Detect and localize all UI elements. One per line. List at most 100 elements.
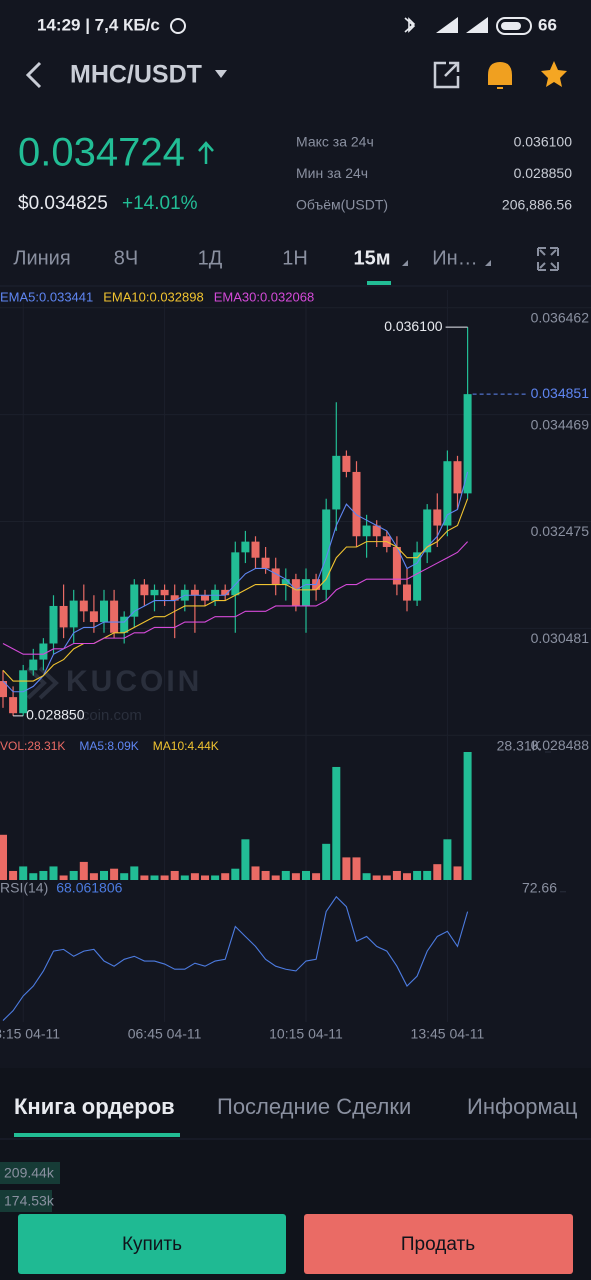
candle-body bbox=[150, 589, 159, 596]
sell-button-label[interactable]: Продать bbox=[401, 1234, 475, 1255]
candle-body bbox=[392, 546, 401, 585]
volume-bar bbox=[382, 875, 391, 880]
candle-body bbox=[403, 584, 411, 601]
ema-legend: EMA30:0.032068 bbox=[214, 289, 314, 304]
active-tab-indicator bbox=[367, 281, 391, 285]
fullscreen-icon[interactable] bbox=[537, 247, 559, 271]
volume-bar bbox=[342, 857, 351, 880]
volume-bar bbox=[372, 875, 381, 880]
order-book-level: 174.53k bbox=[4, 1193, 55, 1209]
sell-button[interactable] bbox=[304, 1214, 573, 1274]
interval-tab[interactable]: 1Н bbox=[282, 247, 308, 269]
volume-bar bbox=[140, 875, 149, 880]
ema-line bbox=[2, 541, 469, 655]
volume-bar bbox=[89, 873, 98, 880]
volume-bar bbox=[281, 870, 290, 880]
interval-tab[interactable]: Линия bbox=[13, 247, 70, 269]
candle-body bbox=[302, 579, 310, 606]
high-marker-label: 0.036100 bbox=[384, 318, 443, 334]
pair-title[interactable]: MHC/USDT bbox=[70, 61, 202, 89]
volume-legend: VOL:28.31K bbox=[0, 739, 65, 753]
share-icon[interactable] bbox=[433, 61, 460, 89]
volume-bar bbox=[433, 864, 442, 880]
candle-body bbox=[332, 455, 341, 510]
volume-bar bbox=[251, 866, 260, 880]
rsi-value: 68.061806 bbox=[56, 880, 122, 896]
candle-body bbox=[362, 525, 371, 537]
buy-button-label[interactable]: Купить bbox=[122, 1234, 182, 1255]
depth-bar bbox=[0, 1190, 52, 1212]
volume-bar bbox=[332, 766, 341, 880]
x-tick-label: 06:45 04-11 bbox=[128, 1026, 202, 1042]
rsi-tick-label: 72.66 bbox=[522, 880, 557, 896]
volume-bar bbox=[100, 870, 108, 880]
low-marker-label: 0.028850 bbox=[26, 707, 85, 723]
stat-label: Макс за 24ч bbox=[296, 134, 374, 150]
status-time: 14:29 | 7,4 КБ/с bbox=[37, 15, 160, 34]
volume-bar bbox=[29, 873, 38, 880]
ema-legend: EMA5:0.033441 bbox=[0, 289, 93, 304]
back-button[interactable] bbox=[25, 61, 42, 89]
candle-body bbox=[89, 611, 98, 623]
candle-body bbox=[433, 509, 442, 526]
candle-body bbox=[281, 579, 290, 585]
candle-body bbox=[170, 595, 179, 601]
y-tick-label: 0.032475 bbox=[531, 523, 590, 539]
volume-bar bbox=[463, 752, 472, 880]
volume-bar bbox=[79, 861, 88, 880]
volume-bar bbox=[201, 875, 209, 880]
volume-bar bbox=[39, 870, 48, 880]
y-tick-label: 0.028488 bbox=[531, 737, 590, 753]
dropdown-caret bbox=[402, 260, 408, 266]
candle-body bbox=[221, 589, 230, 596]
y-tick-label: 0.036462 bbox=[531, 309, 590, 325]
volume-bar bbox=[423, 870, 432, 880]
watermark-url: kucoin.com bbox=[66, 707, 142, 724]
pair-dropdown[interactable] bbox=[215, 70, 227, 78]
buy-button[interactable] bbox=[18, 1214, 286, 1274]
candle-body bbox=[160, 589, 169, 596]
candle-body bbox=[49, 605, 58, 644]
signal-icon bbox=[466, 17, 488, 33]
favorite-icon[interactable] bbox=[541, 61, 567, 87]
interval-tab[interactable]: Ин… bbox=[432, 247, 477, 269]
alert-icon[interactable] bbox=[488, 61, 512, 89]
candle-body bbox=[443, 461, 452, 526]
interval-tab[interactable]: 1Д bbox=[198, 247, 223, 269]
x-tick-label: 03:15 04-11 bbox=[0, 1026, 60, 1042]
candle-body bbox=[130, 584, 139, 617]
price-change: +14.01% bbox=[122, 193, 198, 214]
candle-body bbox=[120, 616, 129, 633]
candle-body bbox=[413, 552, 422, 601]
ema-line bbox=[2, 498, 469, 682]
stat-value: 206,886.56 bbox=[502, 197, 572, 213]
bottom-tab[interactable]: Книга ордеров bbox=[14, 1094, 175, 1119]
bluetooth-icon bbox=[404, 17, 416, 33]
stats: Макс за 24ч 0.036100 Мин за 24ч 0.028850 Объ… bbox=[296, 134, 572, 213]
alarm-icon bbox=[170, 18, 186, 34]
volume-bar bbox=[59, 875, 68, 880]
candle-body bbox=[29, 659, 38, 671]
candle-body bbox=[372, 525, 381, 537]
candle-body bbox=[231, 552, 240, 596]
candle-body bbox=[39, 643, 48, 660]
watermark-logo: KUCOIN bbox=[66, 665, 202, 698]
bottom-tab[interactable]: Последние Сделки bbox=[217, 1094, 411, 1119]
interval-tab[interactable]: 8Ч bbox=[114, 247, 138, 269]
volume-legend: MA5:8.09K bbox=[79, 739, 138, 753]
stat-value: 0.036100 bbox=[514, 134, 573, 150]
last-price-label: 0.034851 bbox=[531, 385, 590, 401]
candle-body bbox=[59, 605, 68, 628]
volume-bar bbox=[69, 870, 78, 880]
bottom-tab[interactable]: Информац bbox=[467, 1094, 578, 1119]
bottom-tabs: Книга ордеров Последние Сделки Информац bbox=[14, 1094, 578, 1137]
candle-body bbox=[69, 600, 78, 628]
interval-tab[interactable]: 15м bbox=[353, 247, 390, 269]
volume-bar bbox=[362, 873, 371, 880]
x-tick-label: 13:45 04-11 bbox=[411, 1026, 485, 1042]
candle-body bbox=[0, 681, 7, 698]
candle-body bbox=[140, 584, 149, 596]
